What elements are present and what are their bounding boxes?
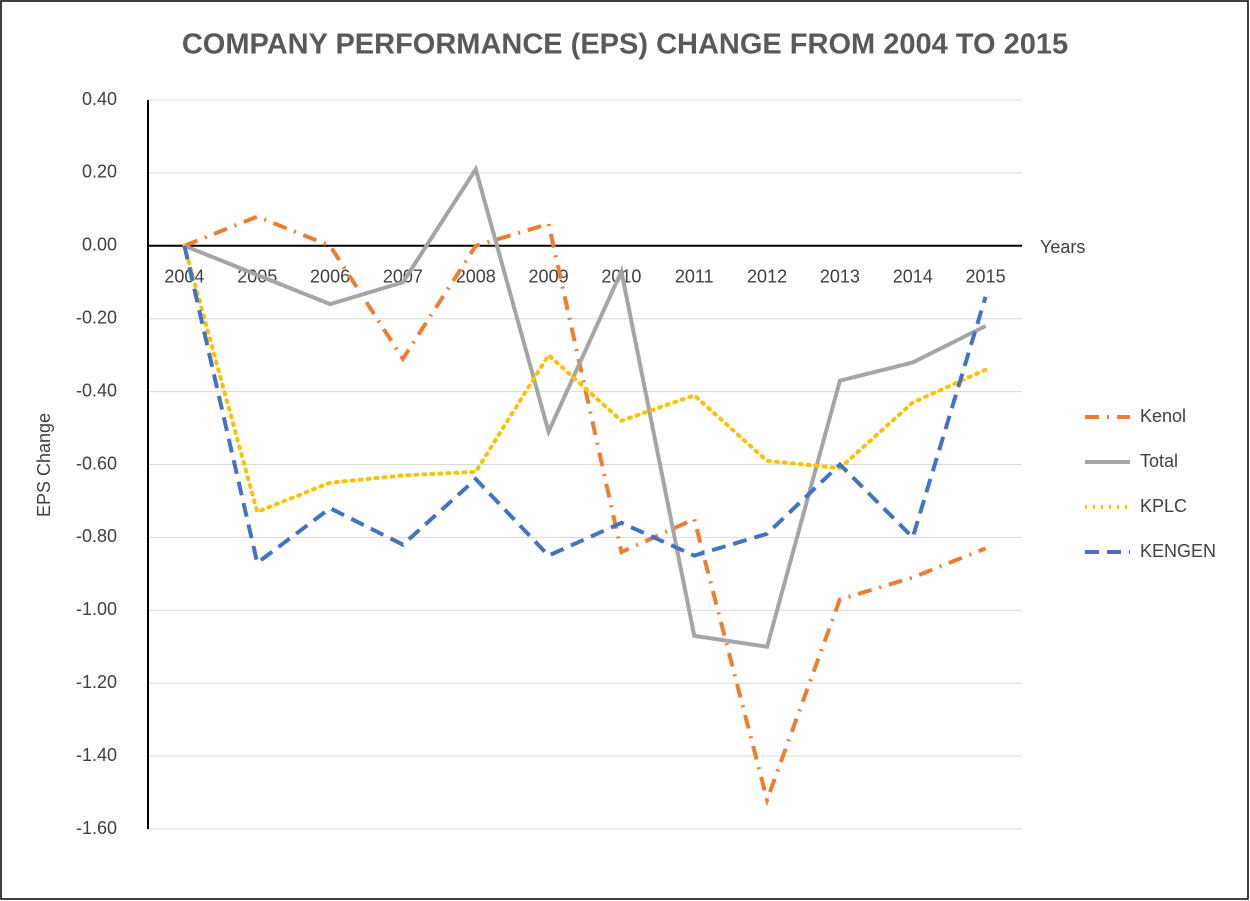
y-tick-label: 0.20 <box>82 162 117 182</box>
y-tick-label: 0.00 <box>82 235 117 255</box>
x-tick-label: 2009 <box>529 267 569 287</box>
legend-label: KENGEN <box>1140 541 1216 561</box>
y-tick-label: -1.20 <box>76 672 117 692</box>
y-axis-title: EPS Change <box>34 413 54 517</box>
x-tick-label: 2006 <box>310 267 350 287</box>
y-tick-label: -1.40 <box>76 745 117 765</box>
x-tick-label: 2011 <box>675 267 714 287</box>
x-tick-label: 2004 <box>164 267 204 287</box>
chart-title: COMPANY PERFORMANCE (EPS) CHANGE FROM 20… <box>182 29 1068 61</box>
x-tick-label: 2014 <box>893 267 933 287</box>
y-tick-label: -1.60 <box>76 818 117 838</box>
series-line <box>182 243 988 515</box>
x-tick-label: 2012 <box>747 267 787 287</box>
series-line <box>183 164 987 649</box>
y-tick-label: 0.40 <box>82 89 117 109</box>
x-axis-title: Years <box>1040 237 1085 257</box>
x-tick-label: 2015 <box>966 267 1006 287</box>
y-tick-label: -0.80 <box>76 526 117 546</box>
legend-label: Total <box>1140 451 1178 471</box>
y-tick-label: -1.00 <box>76 599 117 619</box>
legend-label: Kenol <box>1140 406 1186 426</box>
legend-label: KPLC <box>1140 496 1187 516</box>
y-tick-label: -0.40 <box>76 380 117 400</box>
x-tick-label: 2008 <box>456 267 496 287</box>
x-tick-label: 2013 <box>820 267 860 287</box>
series-line <box>182 245 988 567</box>
x-tick-label: 2007 <box>383 267 423 287</box>
y-tick-label: -0.60 <box>76 453 117 473</box>
y-tick-label: -0.20 <box>76 307 117 327</box>
